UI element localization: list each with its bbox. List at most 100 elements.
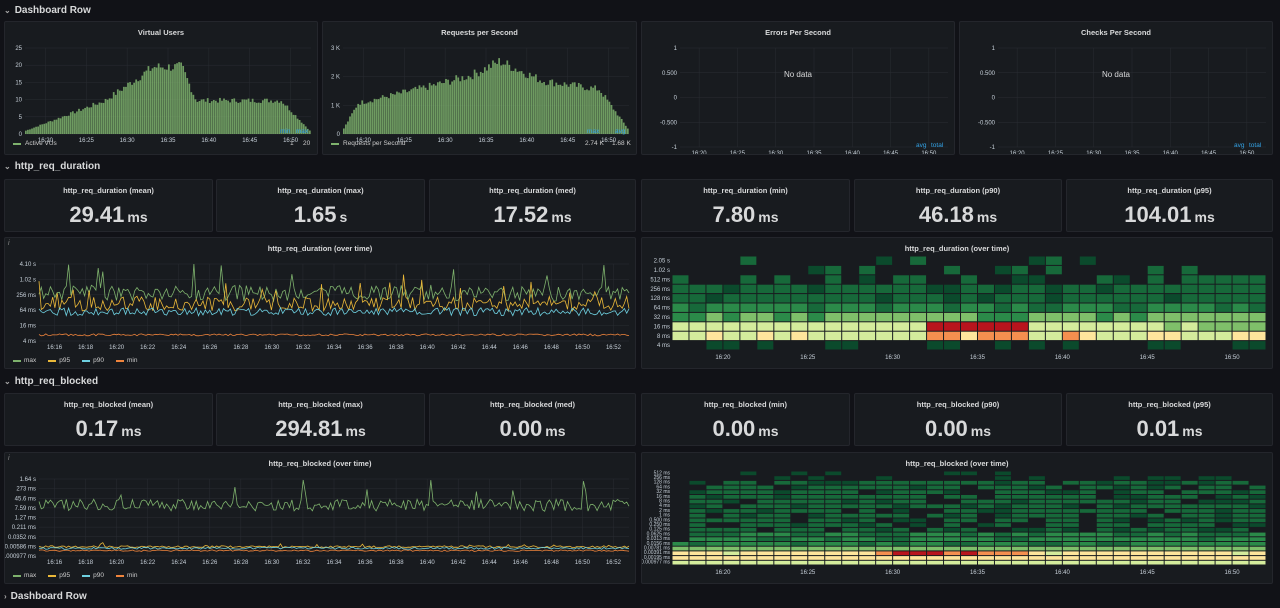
panel-requests-per-second[interactable]: Requests per Second 3 K 2 K 1 K 0 16:20 16:25…	[322, 21, 637, 155]
legend-item-rps[interactable]: Requests per Second	[331, 140, 406, 147]
x-tick-label: 16:35	[478, 138, 494, 144]
x-tick-label: 16:40	[1163, 151, 1179, 155]
heatmap-cell	[927, 513, 944, 518]
heatmap-cell	[876, 546, 893, 551]
heatmap-cell	[1062, 504, 1079, 509]
info-icon[interactable]: i	[8, 455, 10, 462]
heatmap-cell	[927, 537, 944, 541]
chart-bar	[78, 108, 80, 134]
legend-item-max[interactable]: max	[13, 357, 36, 364]
heatmap-cell	[927, 303, 944, 312]
heatmap-cell	[774, 537, 791, 541]
heatmap-cell	[825, 312, 842, 322]
panel-virtual-users[interactable]: Virtual Users 25 20 15 10 5 0 16:20 16:25 16:30 1…	[4, 21, 318, 155]
row-header-dashboard[interactable]: ⌄ Dashboard Row	[4, 2, 91, 18]
stat-panel[interactable]: http_req_blocked (min) 0.00 ms	[641, 393, 850, 446]
stat-panel[interactable]: http_req_blocked (med) 0.00 ms	[429, 393, 636, 446]
heatmap-cell	[1096, 331, 1113, 341]
stat-panel[interactable]: http_req_duration (med) 17.52 ms	[429, 179, 636, 232]
heatmap-cell	[1113, 527, 1130, 532]
row-header-duration[interactable]: ⌄ http_req_duration	[4, 158, 100, 174]
heatmap-cell	[723, 499, 740, 504]
legend-item-min[interactable]: min	[116, 572, 137, 579]
panel-blocked-heatmap[interactable]: http_req_blocked (over time) 512 ms 256 m…	[641, 452, 1273, 584]
heatmap-cell	[1028, 499, 1045, 504]
heatmap-cell	[1079, 485, 1096, 490]
heatmap-cell	[740, 480, 757, 485]
chart-bar	[192, 94, 195, 134]
heatmap-cell	[876, 485, 893, 490]
panel-blocked-series[interactable]: i http_req_blocked (over time) 1.64 s 273…	[4, 452, 636, 584]
info-icon[interactable]: i	[8, 240, 10, 247]
row-header-dashboard-bottom[interactable]: › Dashboard Row	[4, 588, 87, 604]
stat-unit: ms	[127, 209, 148, 225]
stat-panel[interactable]: http_req_duration (min) 7.80 ms	[641, 179, 850, 232]
heatmap-cell	[1249, 490, 1266, 494]
chart-bar	[457, 77, 460, 134]
chart-bar	[557, 84, 560, 134]
chart-bar	[278, 102, 281, 134]
heatmap-cell	[740, 303, 757, 312]
chart-bar	[294, 115, 297, 134]
stat-number: 0.00	[499, 416, 543, 441]
panel-title: Requests per Second	[441, 28, 518, 37]
heatmap-cell	[825, 509, 842, 513]
chart-bar	[55, 119, 58, 134]
panel-title: Checks Per Second	[1080, 28, 1152, 37]
chart-bar	[153, 66, 156, 134]
heatmap-cell	[1079, 560, 1096, 565]
chart-bar	[292, 114, 295, 134]
heatmap-cell	[757, 537, 774, 541]
panel-checks-per-second[interactable]: Checks Per Second 1 0.500 0 -0.500 -1 16:20 16…	[959, 21, 1273, 155]
legend-item-active-vus[interactable]: Active VUs	[13, 140, 57, 147]
heatmap-cell	[1096, 542, 1113, 546]
stat-panel[interactable]: http_req_blocked (p90) 0.00 ms	[854, 393, 1062, 446]
chart-bar	[524, 77, 527, 134]
panel-duration-series[interactable]: i http_req_duration (over time) 4.10 s 1.…	[4, 237, 636, 369]
x-tick-label: 16:20	[692, 151, 708, 155]
x-tick-label: 16:45	[560, 138, 576, 144]
chart-bar	[198, 101, 201, 134]
heatmap-cell	[1181, 275, 1198, 284]
legend-item-max[interactable]: max	[13, 572, 36, 579]
stat-panel[interactable]: http_req_blocked (mean) 0.17 ms	[4, 393, 213, 446]
stat-panel[interactable]: http_req_blocked (p95) 0.01 ms	[1066, 393, 1273, 446]
legend-col-avg: avg	[916, 142, 927, 149]
legend-item-p90[interactable]: p90	[82, 357, 104, 364]
heatmap-cell	[1045, 256, 1062, 265]
duration-legend: max p95 p90 min	[13, 357, 145, 364]
chart-bar	[178, 62, 180, 134]
heatmap-cell	[774, 532, 791, 537]
stat-value: 0.01 ms	[1067, 416, 1272, 442]
heatmap-cell	[944, 509, 961, 513]
chart-bar	[251, 98, 254, 134]
heatmap-cell	[1232, 546, 1249, 551]
panel-errors-per-second[interactable]: Errors Per Second 1 0.500 0 -0.500 -1 16:20 16…	[641, 21, 955, 155]
row-header-blocked[interactable]: ⌄ http_req_blocked	[4, 373, 98, 389]
chart-bar	[208, 103, 211, 134]
stat-panel[interactable]: http_req_duration (p90) 46.18 ms	[854, 179, 1062, 232]
panel-duration-heatmap[interactable]: http_req_duration (over time) 2.05 s 1.02…	[641, 237, 1273, 369]
stat-panel[interactable]: http_req_duration (max) 1.65 s	[216, 179, 425, 232]
heatmap-cell	[1062, 523, 1079, 527]
chart-bar	[165, 69, 168, 134]
stat-panel[interactable]: http_req_blocked (max) 294.81 ms	[216, 393, 425, 446]
stat-panel[interactable]: http_req_duration (mean) 29.41 ms	[4, 179, 213, 232]
stat-unit: ms	[345, 423, 366, 439]
heatmap-cell	[842, 532, 859, 537]
chart-bar	[69, 112, 72, 134]
legend-item-p90[interactable]: p90	[82, 572, 104, 579]
legend-item-p95[interactable]: p95	[48, 572, 70, 579]
heatmap-cell	[1215, 513, 1232, 518]
heatmap-cell	[994, 485, 1011, 490]
heatmap-cell	[842, 303, 859, 312]
heatmap-cell	[927, 556, 944, 560]
legend-swatch	[331, 142, 339, 145]
heatmap-cell	[977, 499, 994, 504]
legend-item-p95[interactable]: p95	[48, 357, 70, 364]
heatmap-cell	[1147, 476, 1164, 480]
stat-panel[interactable]: http_req_duration (p95) 104.01 ms	[1066, 179, 1273, 232]
legend-item-min[interactable]: min	[116, 357, 137, 364]
chart-bar	[387, 98, 390, 134]
heatmap-cell	[910, 480, 927, 485]
